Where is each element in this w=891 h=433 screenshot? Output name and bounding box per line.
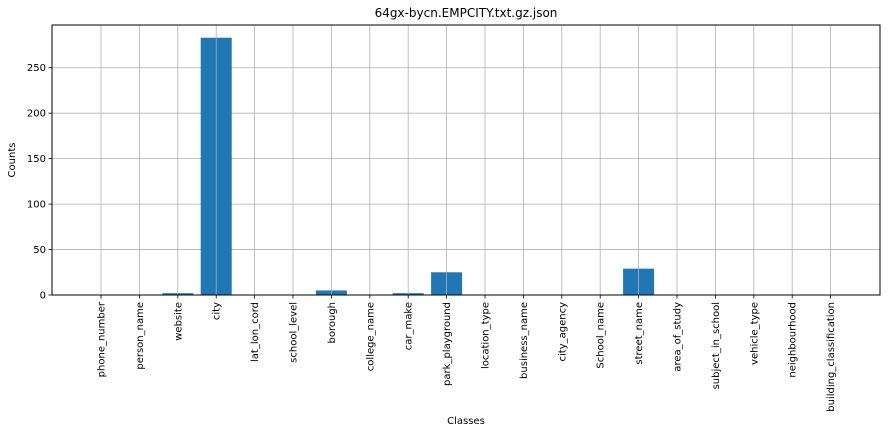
y-axis-label: Counts [7, 143, 18, 178]
y-tick-label: 200 [27, 109, 46, 120]
x-tick-label: neighbourhood [788, 302, 799, 378]
y-tick-label: 250 [27, 63, 46, 74]
x-tick-label: business_name [519, 302, 530, 379]
y-tick-label: 50 [33, 245, 46, 256]
x-tick-label: building_classification [826, 302, 837, 412]
x-tick-label: city_agency [557, 302, 568, 362]
x-tick-label: school_level [289, 302, 300, 363]
x-tick-label: phone_number [97, 301, 108, 377]
x-tick-label: college_name [365, 302, 376, 371]
x-tick-label: website [173, 302, 184, 341]
y-axis-ticks: 0 50 100 150 200 250 [27, 63, 52, 302]
x-tick-label: subject_in_school [711, 302, 722, 389]
x-tick-label: car_make [404, 302, 415, 350]
x-tick-label: park_playground [442, 302, 453, 386]
x-tick-label: lat_lon_cord [250, 302, 261, 362]
y-tick-label: 0 [40, 291, 46, 302]
x-tick-label: city [212, 302, 223, 320]
x-tick-label: street_name [634, 302, 645, 365]
y-tick-label: 100 [27, 200, 46, 211]
x-tick-label: borough [327, 302, 338, 344]
x-tick-label: School_name [596, 302, 607, 369]
x-tick-label: location_type [481, 302, 492, 369]
plot-frame [51, 24, 881, 296]
y-tick-label: 150 [27, 154, 46, 165]
grid-lines [52, 67, 880, 296]
x-tick-label: vehicle_type [749, 302, 760, 365]
x-axis-label: Classes [447, 416, 485, 427]
x-axis-ticks: phone_number person_name website city lat_lo… [97, 295, 837, 412]
x-tick-label: person_name [135, 302, 146, 370]
chart-title: 64gx-bycn.EMPCITY.txt.gz.json [375, 6, 558, 20]
x-tick-label: area_of_study [673, 302, 684, 372]
vertical-grid-lines [100, 25, 831, 295]
